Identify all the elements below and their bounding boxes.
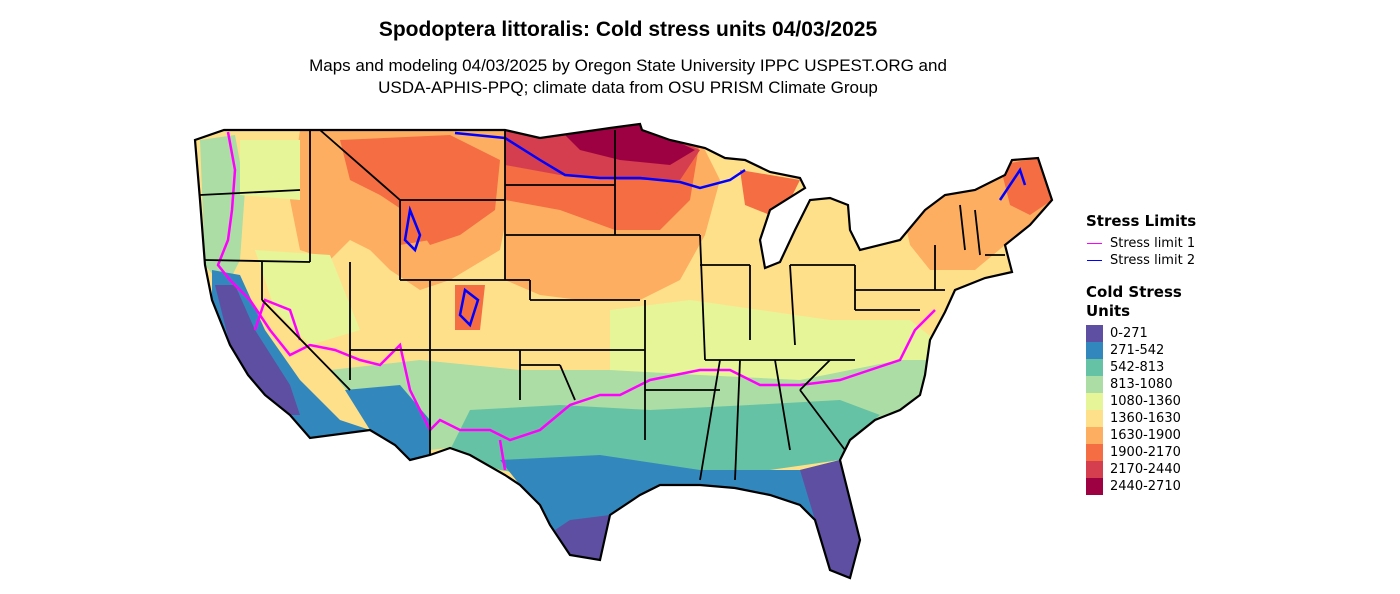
legend-item-stress-limit-1: Stress limit 1 <box>1086 235 1196 252</box>
legend-label: Stress limit 1 <box>1110 236 1196 251</box>
stress-limit-2-line <box>403 131 1027 328</box>
legend-label: 2170-2440 <box>1110 462 1181 477</box>
legend-item-271-542: 271-542 <box>1086 342 1182 359</box>
legend-item-2440-2710: 2440-2710 <box>1086 478 1182 495</box>
color-swatch <box>1086 359 1103 376</box>
stress-limit-1-key <box>1086 235 1103 252</box>
color-swatch <box>1086 393 1103 410</box>
color-swatch <box>1086 376 1103 393</box>
legend-label: 271-542 <box>1110 343 1165 358</box>
legend-label: 813-1080 <box>1110 377 1173 392</box>
us-cold-stress-map <box>190 118 1070 588</box>
color-swatch <box>1086 342 1103 359</box>
state-borders <box>199 129 1005 481</box>
units-legend-title-line-2: Units <box>1086 302 1131 320</box>
color-swatch <box>1086 427 1103 444</box>
color-swatch <box>1086 325 1103 342</box>
legend-label: 1360-1630 <box>1110 411 1181 426</box>
legend-item-1360-1630: 1360-1630 <box>1086 410 1182 427</box>
subtitle-line-2: USDA-APHIS-PPQ; climate data from OSU PR… <box>378 78 878 97</box>
stress-limits-legend-title: Stress Limits <box>1086 212 1197 230</box>
legend-label: 1900-2170 <box>1110 445 1181 460</box>
map-title: Spodoptera littoralis: Cold stress units… <box>378 18 878 41</box>
map-subtitle: Maps and modeling 04/03/2025 by Oregon S… <box>0 55 1256 99</box>
legend-label: Stress limit 2 <box>1110 253 1196 268</box>
legend-item-1080-1360: 1080-1360 <box>1086 393 1182 410</box>
legend-item-542-813: 542-813 <box>1086 359 1182 376</box>
legend-item-1900-2170: 1900-2170 <box>1086 444 1182 461</box>
legend-item-stress-limit-2: Stress limit 2 <box>1086 252 1196 269</box>
color-swatch <box>1086 444 1103 461</box>
color-swatch <box>1086 461 1103 478</box>
legend-item-2170-2440: 2170-2440 <box>1086 461 1182 478</box>
legend-item-1630-1900: 1630-1900 <box>1086 427 1182 444</box>
legend-item-0-271: 0-271 <box>1086 325 1182 342</box>
subtitle-line-1: Maps and modeling 04/03/2025 by Oregon S… <box>309 56 947 75</box>
cold-stress-units-legend: Cold Stress Units 0-271 271-542 542-813 … <box>1086 283 1182 495</box>
legend-label: 1630-1900 <box>1110 428 1181 443</box>
legend-label: 2440-2710 <box>1110 479 1181 494</box>
units-legend-title-line-1: Cold Stress <box>1086 283 1182 301</box>
legend-label: 0-271 <box>1110 326 1148 341</box>
color-swatch <box>1086 410 1103 427</box>
legend-label: 1080-1360 <box>1110 394 1181 409</box>
stress-limit-2-key <box>1086 252 1103 269</box>
stress-limits-legend: Stress Limits Stress limit 1 Stress limi… <box>1086 212 1196 269</box>
legend-label: 542-813 <box>1110 360 1165 375</box>
legend-item-813-1080: 813-1080 <box>1086 376 1182 393</box>
color-swatch <box>1086 478 1103 495</box>
